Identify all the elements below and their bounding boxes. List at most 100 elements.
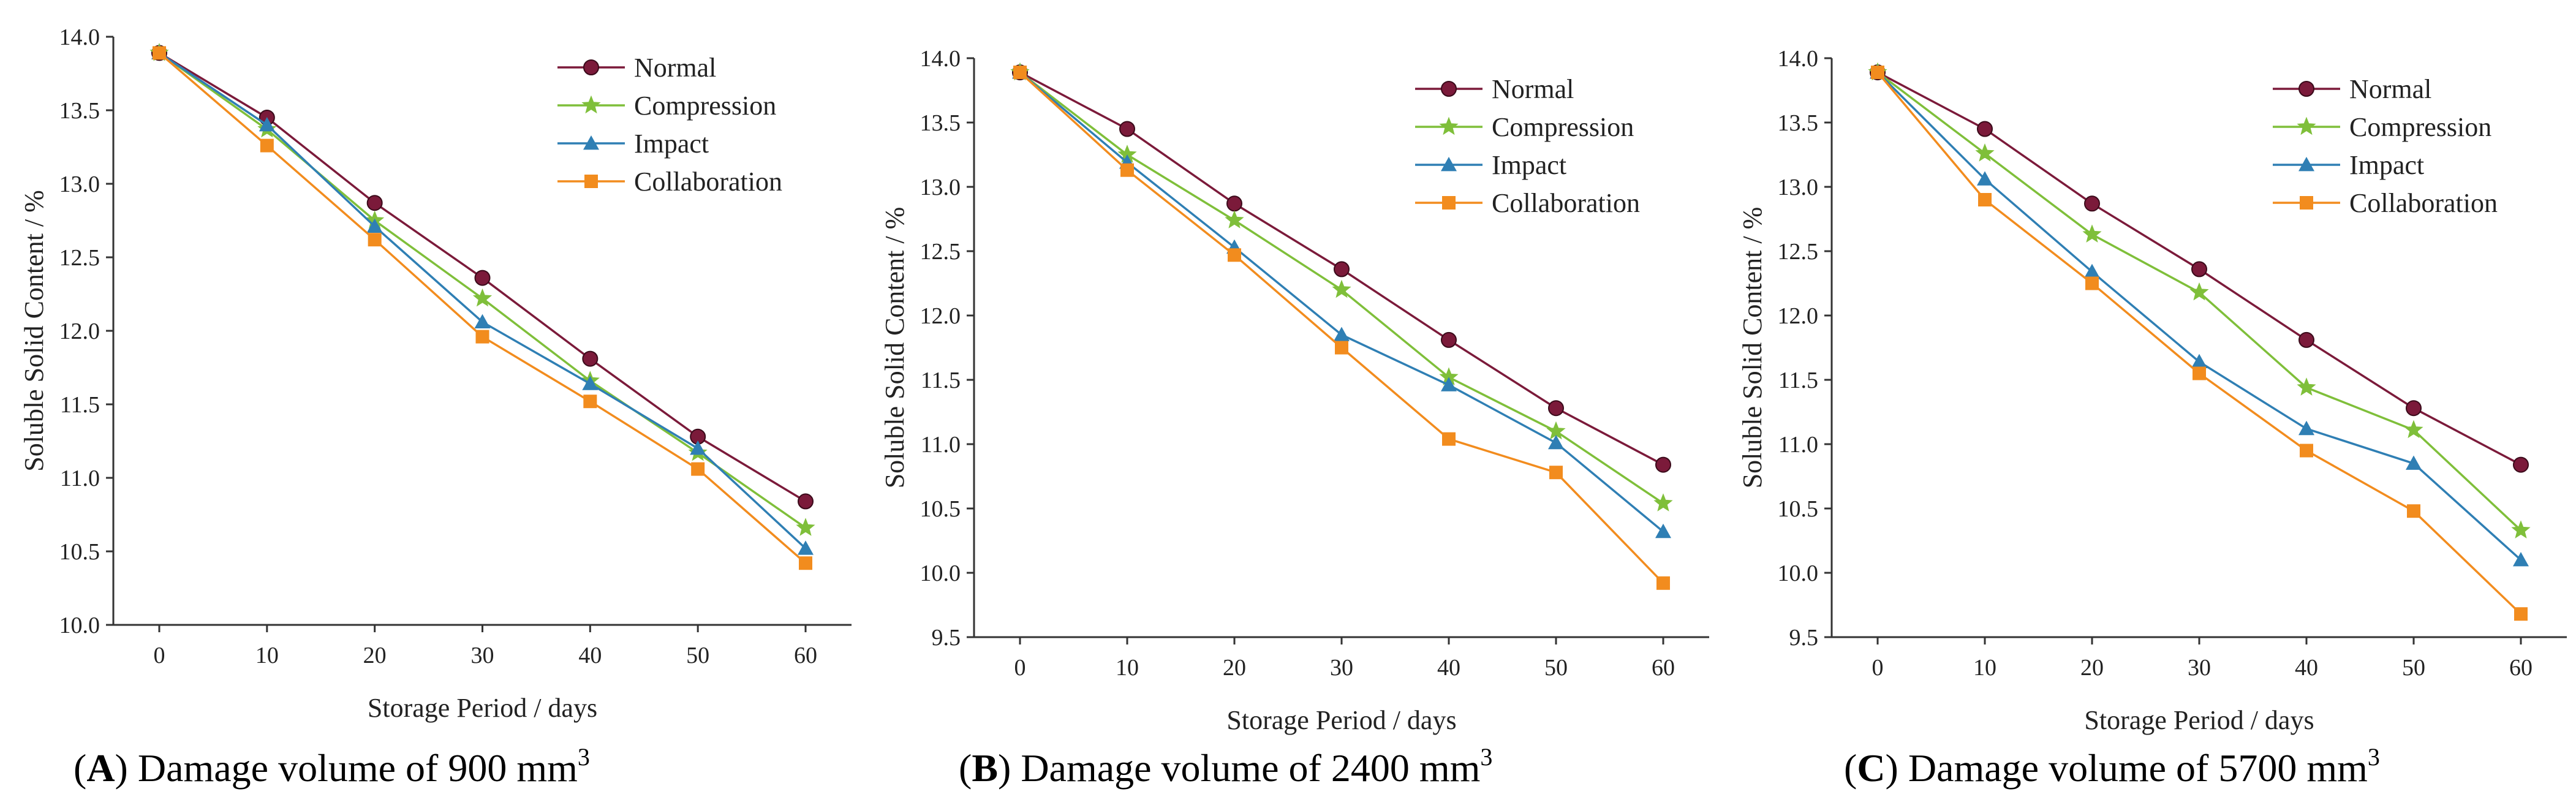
y-tick-label: 14.0 xyxy=(920,46,961,72)
data-point-compression xyxy=(2404,420,2423,439)
data-point-normal xyxy=(1334,261,1350,278)
data-point-collaboration xyxy=(1442,432,1456,446)
data-point-compression xyxy=(2082,224,2102,243)
data-point-compression xyxy=(1975,143,1995,162)
legend-label-compression: Compression xyxy=(634,91,776,121)
legend-marker-impact xyxy=(583,135,599,150)
y-axis-label: Soluble Solid Content / % xyxy=(880,207,910,489)
legend-label-collaboration: Collaboration xyxy=(1492,188,1640,218)
y-tick-label: 12.0 xyxy=(920,303,961,329)
y-tick-label: 10.5 xyxy=(59,539,100,565)
data-point-collaboration xyxy=(1013,66,1027,80)
legend-marker-collaboration xyxy=(2300,196,2313,210)
data-point-normal xyxy=(2084,195,2100,212)
caption-close: ) xyxy=(998,746,1011,790)
data-point-normal xyxy=(798,493,814,510)
data-point-normal xyxy=(1441,331,1457,348)
x-tick-label: 0 xyxy=(154,643,165,668)
data-point-impact xyxy=(798,540,814,555)
caption-letter: C xyxy=(1857,746,1885,790)
y-tick-label: 14.0 xyxy=(59,25,100,50)
data-point-impact xyxy=(582,376,599,390)
x-tick-label: 40 xyxy=(2295,655,2318,681)
legend-label-compression: Compression xyxy=(2349,112,2491,142)
x-tick-label: 40 xyxy=(578,643,602,668)
caption-open: ( xyxy=(1844,746,1857,790)
x-tick-label: 30 xyxy=(1330,655,1353,681)
legend-marker-collaboration xyxy=(584,175,598,188)
data-point-collaboration xyxy=(368,233,382,247)
legend-label-impact: Impact xyxy=(634,129,709,159)
y-tick-label: 12.5 xyxy=(920,239,961,265)
data-point-collaboration xyxy=(1871,66,1884,80)
legend-marker-normal xyxy=(1441,81,1457,97)
panel-caption: (B) Damage volume of 2400 mm3 xyxy=(959,743,1492,790)
data-point-collaboration xyxy=(1656,576,1670,590)
data-point-impact xyxy=(1977,171,1993,186)
data-point-impact xyxy=(690,440,706,455)
data-point-impact xyxy=(2406,455,2422,470)
x-tick-label: 30 xyxy=(2188,655,2211,681)
y-tick-label: 10.0 xyxy=(920,561,961,586)
data-point-normal xyxy=(1226,195,1242,212)
data-point-impact xyxy=(2513,552,2529,567)
legend-marker-impact xyxy=(1441,157,1457,172)
data-point-impact xyxy=(1441,377,1457,391)
data-point-compression xyxy=(796,518,815,536)
data-point-impact xyxy=(366,218,383,233)
data-point-compression xyxy=(2297,377,2316,396)
x-tick-label: 50 xyxy=(686,643,709,668)
x-tick-label: 0 xyxy=(1872,655,1884,681)
x-tick-label: 20 xyxy=(2080,655,2104,681)
data-point-collaboration xyxy=(1978,193,1992,206)
legend-marker-compression xyxy=(1439,116,1459,135)
data-point-normal xyxy=(1548,400,1564,417)
x-tick-label: 50 xyxy=(1544,655,1568,681)
legend-label-normal: Normal xyxy=(1492,74,1574,104)
y-tick-label: 13.5 xyxy=(1778,110,1819,136)
x-tick-label: 50 xyxy=(2402,655,2425,681)
legend-label-normal: Normal xyxy=(634,53,716,83)
y-tick-label: 11.0 xyxy=(1778,432,1818,458)
data-point-normal xyxy=(1655,456,1671,473)
caption-letter: B xyxy=(972,746,998,790)
y-tick-label: 13.0 xyxy=(920,175,961,200)
legend-marker-normal xyxy=(583,59,599,75)
data-point-collaboration xyxy=(799,556,812,570)
y-tick-label: 9.5 xyxy=(932,625,961,651)
y-tick-label: 11.5 xyxy=(921,368,961,393)
x-axis-label: Storage Period / days xyxy=(1226,705,1456,735)
data-point-collaboration xyxy=(1120,163,1134,177)
data-point-collaboration xyxy=(260,138,274,153)
legend-label-impact: Impact xyxy=(1492,150,1566,180)
x-tick-label: 60 xyxy=(1652,655,1675,681)
data-point-impact xyxy=(2084,263,2100,278)
data-point-compression xyxy=(2189,282,2209,301)
data-point-collaboration xyxy=(153,46,166,60)
legend-label-normal: Normal xyxy=(2349,74,2431,104)
series-line-collaboration xyxy=(1876,71,2522,615)
x-tick-label: 60 xyxy=(2509,655,2533,681)
legend-marker-collaboration xyxy=(1442,196,1456,210)
data-point-impact xyxy=(259,117,275,132)
legend-marker-impact xyxy=(2298,157,2314,172)
x-axis-label: Storage Period / days xyxy=(368,693,597,723)
data-point-compression xyxy=(1653,493,1673,512)
data-point-normal xyxy=(582,350,599,367)
data-point-impact xyxy=(1334,327,1350,341)
data-point-collaboration xyxy=(1549,466,1563,480)
caption-superscript: 3 xyxy=(1480,743,1492,771)
data-point-collaboration xyxy=(475,330,489,344)
data-point-compression xyxy=(472,288,493,307)
y-tick-label: 10.0 xyxy=(59,613,100,638)
y-tick-label: 11.0 xyxy=(921,432,961,458)
y-tick-label: 10.0 xyxy=(1778,561,1819,586)
data-point-collaboration xyxy=(1335,341,1348,355)
y-tick-label: 10.5 xyxy=(1778,496,1819,522)
data-point-impact xyxy=(1548,434,1564,450)
y-axis-label: Soluble Solid Content / % xyxy=(1737,207,1767,489)
caption-text: Damage volume of 5700 mm xyxy=(1898,746,2368,790)
x-tick-label: 30 xyxy=(471,643,494,668)
legend-label-collaboration: Collaboration xyxy=(634,167,782,197)
